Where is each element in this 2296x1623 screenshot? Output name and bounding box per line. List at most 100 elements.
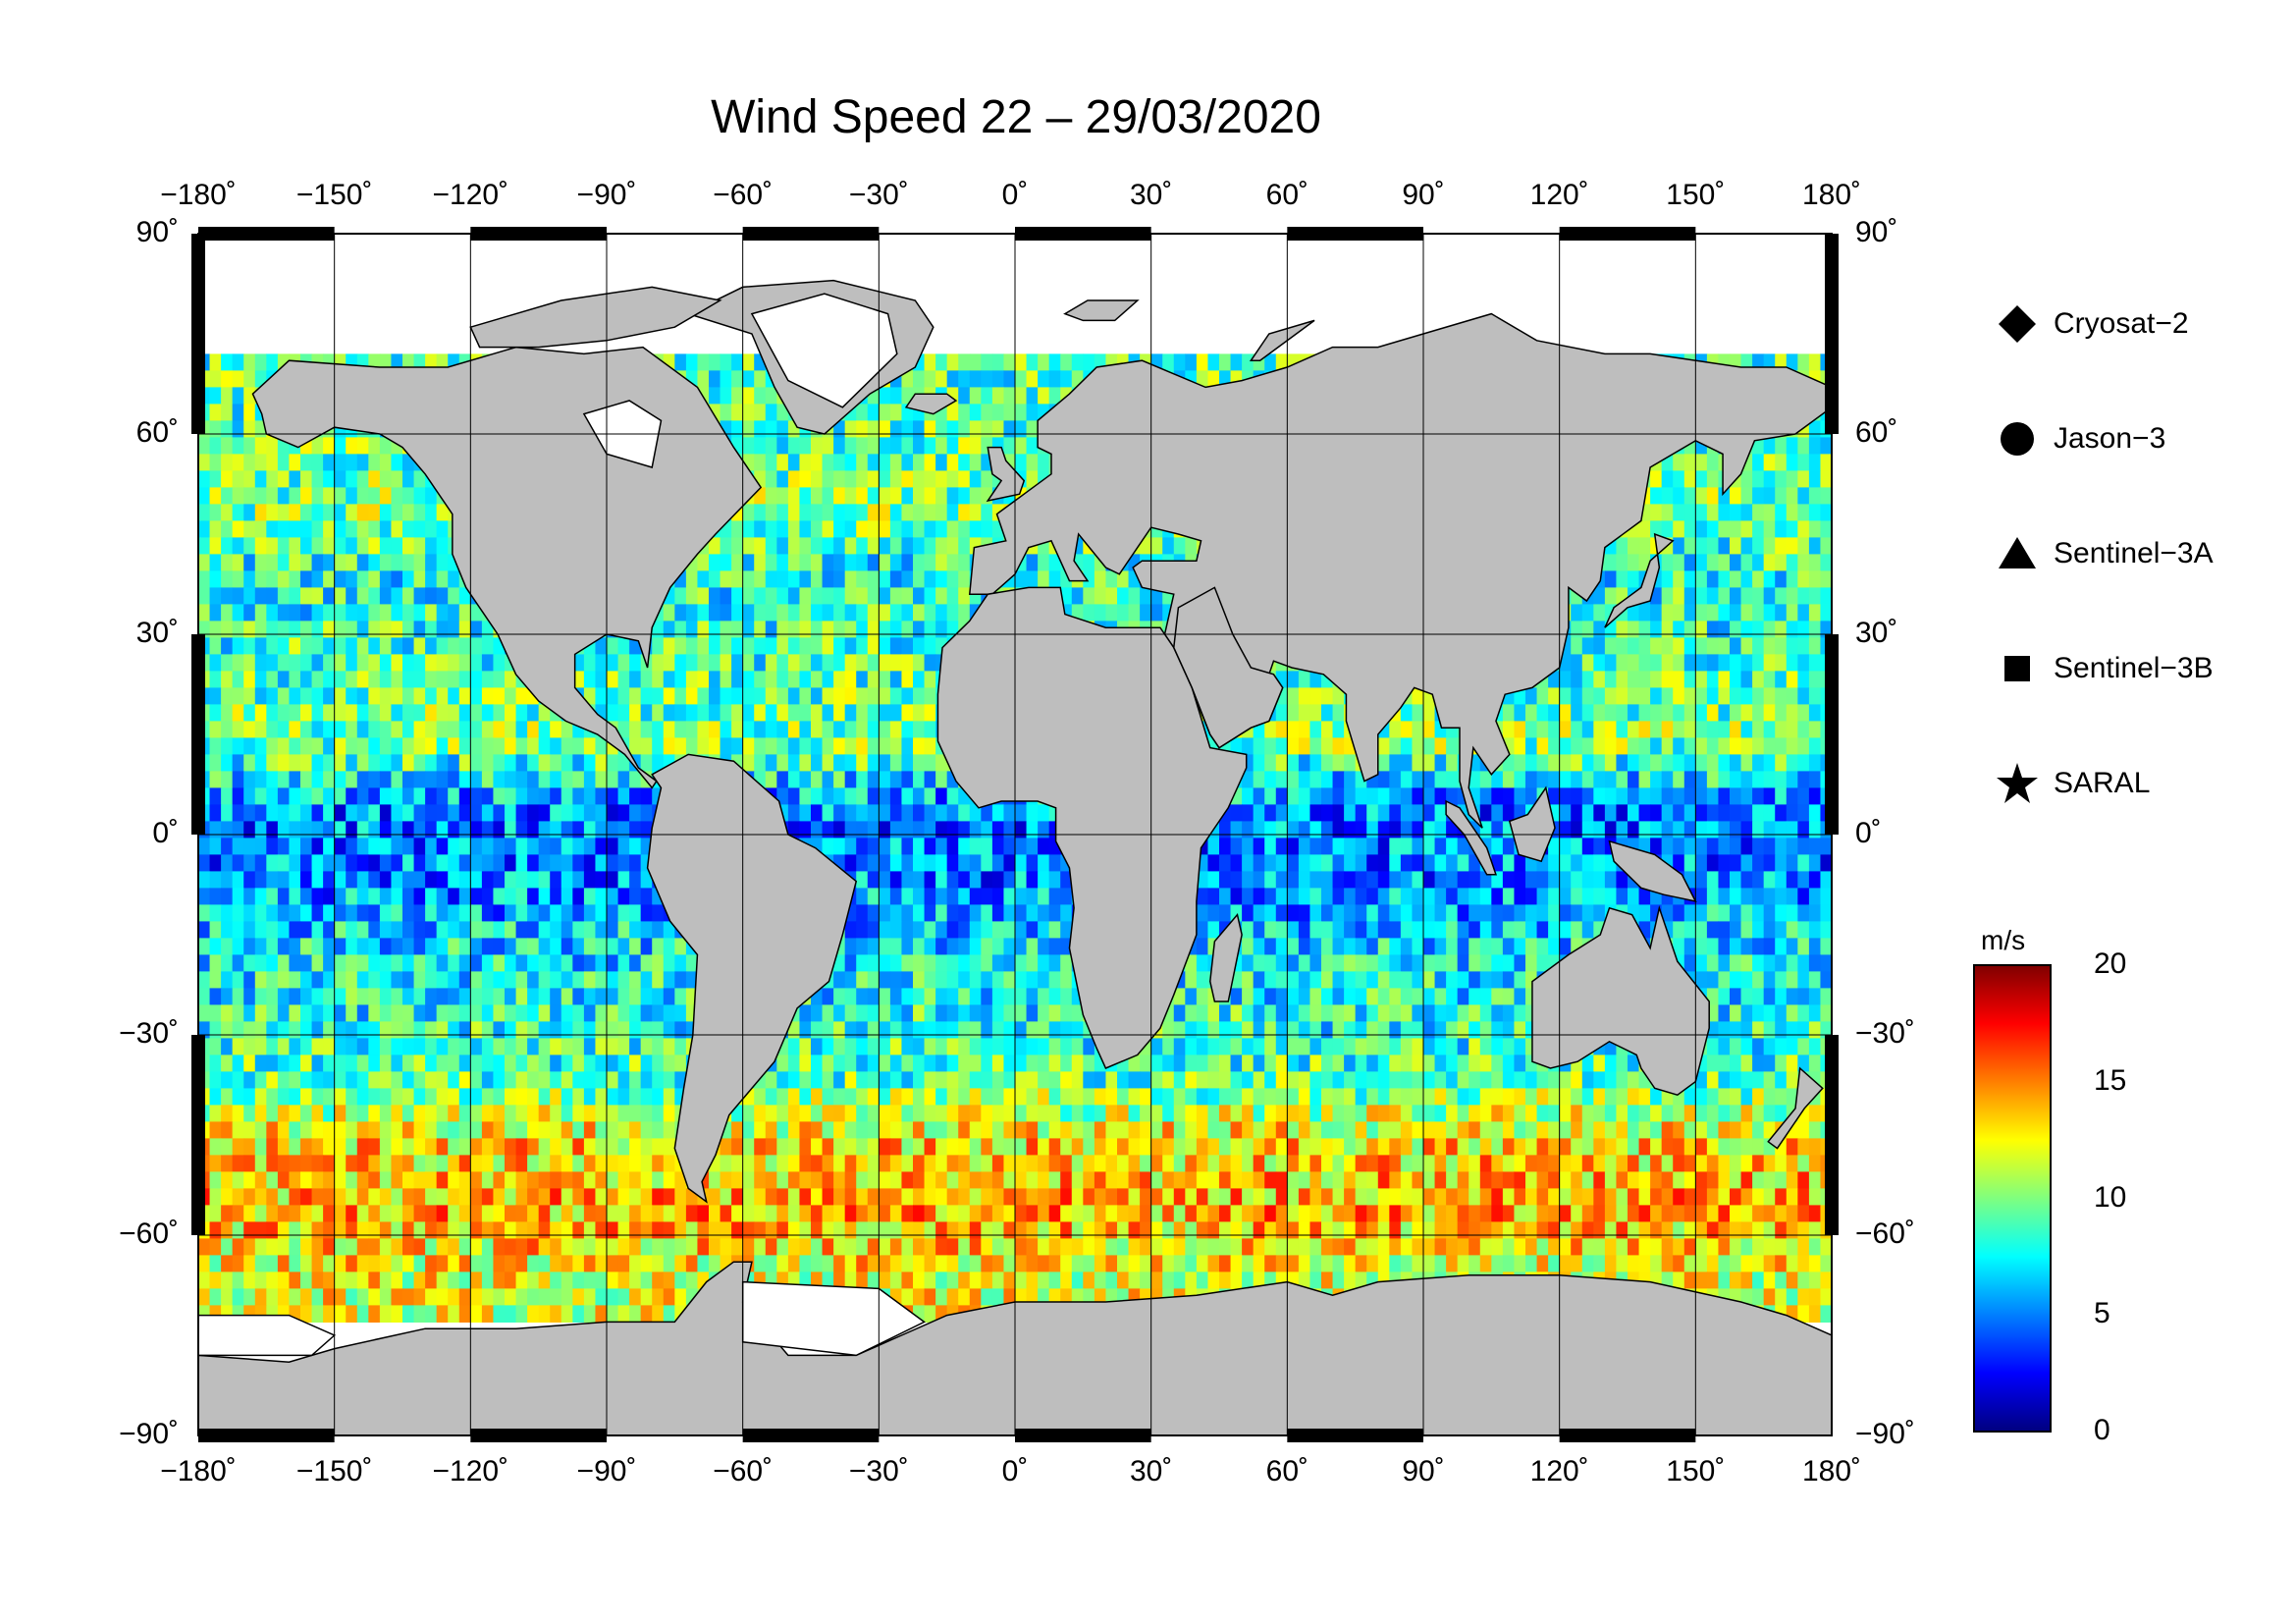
wind-cell	[368, 787, 381, 805]
wind-cell	[527, 871, 540, 889]
wind-cell	[822, 520, 834, 538]
wind-cell	[787, 537, 801, 555]
wind-cell	[1275, 721, 1288, 738]
wind-cell	[413, 537, 426, 555]
wind-cell	[209, 604, 222, 622]
wind-cell	[924, 520, 936, 538]
wind-cell	[1321, 904, 1334, 922]
wind-cell	[379, 604, 393, 622]
wind-cell	[1628, 821, 1640, 839]
wind-cell	[1015, 904, 1028, 922]
wind-cell	[1389, 737, 1402, 755]
wind-cell	[221, 370, 234, 388]
wind-cell	[889, 737, 903, 755]
wind-cell	[289, 737, 301, 755]
wind-cell	[356, 754, 369, 772]
wind-cell	[924, 921, 936, 939]
wind-cell	[1026, 888, 1039, 905]
wind-cell	[935, 854, 948, 872]
wind-cell	[458, 821, 471, 839]
wind-cell	[1740, 671, 1753, 688]
wind-cell	[356, 570, 369, 588]
wind-cell	[1253, 787, 1265, 805]
wind-cell	[572, 904, 585, 922]
wind-cell	[425, 654, 438, 672]
wind-cell	[1808, 487, 1822, 505]
wind-cell	[1706, 487, 1720, 505]
wind-cell	[1797, 687, 1810, 705]
wind-cell	[833, 470, 846, 488]
wind-cell	[323, 437, 336, 455]
wind-cell	[413, 654, 426, 672]
wind-cell	[300, 804, 313, 822]
wind-cell	[277, 587, 291, 605]
wind-cell	[221, 888, 234, 905]
wind-cell	[346, 621, 358, 638]
wind-cell	[470, 921, 483, 939]
wind-cell	[1479, 888, 1492, 905]
wind-cell	[709, 621, 721, 638]
wind-cell	[254, 737, 267, 755]
wind-cell	[1038, 854, 1050, 872]
wind-cell	[1628, 621, 1640, 638]
wind-cell	[402, 470, 415, 488]
wind-cell	[1434, 838, 1447, 855]
wind-cell	[232, 704, 244, 722]
wind-cell	[1808, 821, 1822, 839]
wind-cell	[595, 904, 608, 922]
wind-cell	[981, 904, 993, 922]
wind-cell	[787, 704, 801, 722]
wind-cell	[889, 904, 903, 922]
wind-cell	[277, 537, 291, 555]
wind-cell	[1820, 888, 1832, 905]
wind-cell	[391, 554, 403, 571]
wind-cell	[1434, 804, 1447, 822]
wind-cell	[787, 654, 801, 672]
wind-cell	[935, 904, 948, 922]
wind-cell	[844, 487, 857, 505]
wind-cell	[368, 921, 381, 939]
wind-cell	[334, 771, 347, 788]
wind-cell	[550, 721, 562, 738]
wind-cell	[1242, 771, 1255, 788]
wind-cell	[776, 637, 789, 655]
wind-cell	[572, 737, 585, 755]
wind-cell	[1763, 604, 1776, 622]
wind-cell	[595, 854, 608, 872]
wind-cell	[913, 487, 926, 505]
wind-cell	[946, 454, 959, 471]
wind-cell	[1706, 587, 1720, 605]
wind-cell	[1287, 787, 1300, 805]
wind-cell	[572, 771, 585, 788]
wind-cell	[1242, 787, 1255, 805]
wind-cell	[913, 654, 926, 672]
wind-cell	[1628, 721, 1640, 738]
wind-cell	[266, 737, 279, 755]
wind-cell	[844, 637, 857, 655]
wind-cell	[1673, 737, 1685, 755]
wind-cell	[243, 520, 256, 538]
wind-cell	[1173, 537, 1186, 555]
wind-cell	[844, 687, 857, 705]
wind-cell	[1571, 871, 1583, 889]
wind-cell	[1287, 687, 1300, 705]
wind-cell	[1740, 604, 1753, 622]
wind-cell	[1706, 604, 1720, 622]
wind-cell	[1706, 737, 1720, 755]
wind-cell	[1593, 604, 1606, 622]
wind-cell	[1718, 771, 1731, 788]
wind-cell	[867, 537, 880, 555]
wind-cell	[1775, 871, 1788, 889]
wind-cell	[889, 604, 903, 622]
wind-cell	[924, 454, 936, 471]
wind-cell	[901, 888, 914, 905]
wind-cell	[889, 754, 903, 772]
wind-cell	[595, 771, 608, 788]
wind-cell	[901, 921, 914, 939]
wind-cell	[1571, 904, 1583, 922]
wind-cell	[1479, 821, 1492, 839]
wind-cell	[1673, 821, 1685, 839]
wind-cell	[867, 621, 880, 638]
wind-cell	[1015, 921, 1028, 939]
wind-cell	[629, 821, 642, 839]
